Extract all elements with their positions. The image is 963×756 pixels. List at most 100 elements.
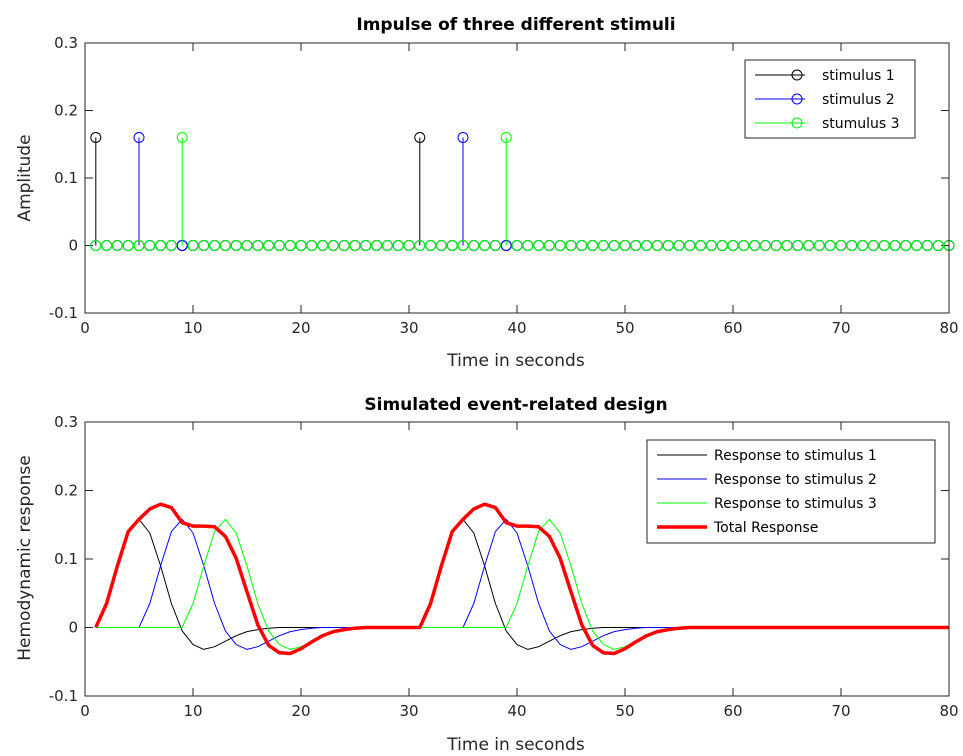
stem-marker (522, 240, 534, 251)
x-tick-label: 60 (723, 319, 742, 337)
stem-marker (468, 240, 480, 251)
stem-marker (716, 240, 728, 251)
legend-marker (791, 117, 803, 129)
stem-marker (327, 240, 339, 251)
legend-label: Response to stimulus 2 (714, 472, 877, 488)
response-chart-title: Simulated event-related design (364, 395, 667, 415)
stem-marker (230, 240, 242, 251)
y-tick-label: 0.3 (54, 34, 78, 52)
stem-marker (533, 240, 545, 251)
x-tick-label: 10 (183, 702, 202, 720)
stem-marker (338, 240, 350, 251)
stem-marker (360, 240, 372, 251)
x-tick-label: 50 (615, 319, 634, 337)
stem-marker (176, 132, 188, 143)
y-tick-label: -0.1 (49, 687, 78, 705)
stem-marker (252, 240, 264, 251)
stem-marker (295, 240, 307, 251)
x-tick-label: 40 (507, 702, 526, 720)
stem-marker (705, 240, 717, 251)
stem-marker (511, 240, 523, 251)
stem-marker (198, 240, 210, 251)
stem-marker (381, 240, 393, 251)
stem-marker (273, 240, 285, 251)
stem-marker (857, 240, 869, 251)
stem-marker (241, 240, 253, 251)
stem-marker (727, 240, 739, 251)
stem-marker (911, 240, 923, 251)
impulse-x-axis-label: Time in seconds (446, 351, 585, 371)
x-tick-label: 40 (507, 319, 526, 337)
stem-marker (835, 240, 847, 251)
stem-marker (284, 240, 296, 251)
stem-marker (155, 240, 167, 251)
legend-marker (791, 93, 803, 105)
response-lines (94, 502, 949, 656)
impulse-y-axis-label: Amplitude (15, 134, 35, 221)
stem-marker (921, 240, 933, 251)
response-axes: Simulated event-related design Time in s… (15, 395, 959, 755)
stem-marker (133, 132, 145, 143)
impulse-axes-box (84, 42, 950, 314)
stem-marker (500, 132, 512, 143)
y-tick-label: 0 (68, 237, 78, 255)
stem-marker (306, 240, 318, 251)
stem-marker (90, 240, 102, 251)
stem-marker (792, 240, 804, 251)
stem-marker (101, 240, 113, 251)
stem-marker (479, 240, 491, 251)
legend-label: stumulus 3 (822, 116, 900, 132)
legend-label: Total Response (713, 520, 818, 536)
stem-marker (457, 132, 469, 143)
stem-marker (695, 240, 707, 251)
y-tick-label: 0.1 (54, 169, 78, 187)
stem-marker (641, 240, 653, 251)
stem-marker (770, 240, 782, 251)
stem-marker (900, 240, 912, 251)
impulse-axes: Impulse of three different stimuli Time … (15, 15, 959, 371)
impulse-ticks: 0 10 20 30 40 50 60 70 80-0.100.10.20.3 (49, 34, 959, 337)
x-tick-label: 50 (615, 702, 634, 720)
stem-marker (803, 240, 815, 251)
stem-marker (673, 240, 685, 251)
y-tick-label: 0.2 (54, 102, 78, 120)
stem-marker (414, 132, 426, 143)
stem-marker (90, 132, 102, 143)
stem-marker (219, 240, 231, 251)
stem-marker (867, 240, 879, 251)
total-response-line (94, 502, 949, 656)
stem-marker (144, 240, 156, 251)
stem-marker (446, 240, 458, 251)
response-legend: Response to stimulus 1 Response to stimul… (646, 439, 936, 544)
x-tick-label: 80 (939, 702, 958, 720)
y-tick-label: 0.1 (54, 550, 78, 568)
x-tick-label: 0 (80, 702, 90, 720)
y-tick-label: 0.3 (54, 413, 78, 431)
stem-marker (263, 240, 275, 251)
stem-marker (565, 240, 577, 251)
impulse-chart-title: Impulse of three different stimuli (356, 15, 675, 35)
stem-marker (435, 240, 447, 251)
x-tick-label: 60 (723, 702, 742, 720)
stem-marker (587, 240, 599, 251)
x-tick-label: 30 (399, 702, 418, 720)
stem-marker (317, 240, 329, 251)
stem-marker (414, 240, 426, 251)
stem-marker (662, 240, 674, 251)
stem-marker (684, 240, 696, 251)
x-tick-label: 30 (399, 319, 418, 337)
stem-marker (425, 240, 437, 251)
x-tick-label: 70 (831, 319, 850, 337)
stem-marker (749, 240, 761, 251)
stem-marker (457, 240, 469, 251)
stem-marker (651, 240, 663, 251)
stem-marker (165, 240, 177, 251)
stem-marker (738, 240, 750, 251)
y-tick-label: 0.2 (54, 482, 78, 500)
legend-label: stimulus 2 (822, 92, 895, 108)
response-axes-box (84, 421, 950, 697)
legend-label: stimulus 1 (822, 68, 895, 84)
stem-marker (630, 240, 642, 251)
x-tick-label: 10 (183, 319, 202, 337)
x-tick-label: 70 (831, 702, 850, 720)
